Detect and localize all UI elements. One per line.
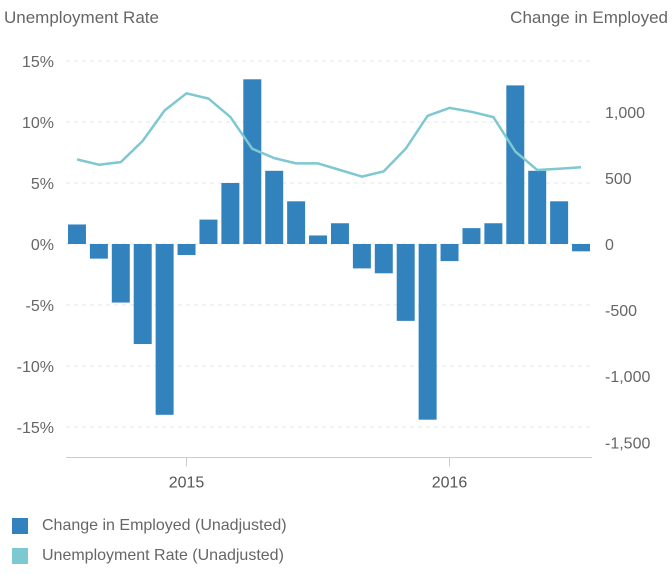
unemployment-line bbox=[76, 92, 582, 178]
bar bbox=[155, 244, 174, 415]
bar bbox=[111, 244, 130, 303]
bar bbox=[199, 219, 218, 244]
legend-swatch-bars bbox=[12, 518, 28, 534]
bar bbox=[374, 244, 393, 274]
left-tick-label: 15% bbox=[22, 54, 54, 71]
bar bbox=[528, 170, 547, 244]
x-tick-label: 2016 bbox=[432, 475, 468, 492]
bar bbox=[67, 224, 86, 244]
bar bbox=[462, 228, 481, 244]
legend-label: Change in Employed (Unadjusted) bbox=[42, 517, 287, 534]
bar bbox=[396, 244, 415, 321]
bar bbox=[89, 244, 108, 259]
left-tick-label: 5% bbox=[31, 176, 54, 193]
x-tick-label: 2015 bbox=[169, 475, 205, 492]
bar bbox=[287, 201, 306, 244]
bar bbox=[265, 170, 284, 244]
left-tick-label: -15% bbox=[17, 420, 54, 437]
bar bbox=[352, 244, 371, 269]
bar bbox=[572, 244, 591, 252]
axes: 15% 10% 5% 0% -5% -10% -15% 1,000 500 0 -500 -1,000… bbox=[17, 54, 651, 492]
bar bbox=[330, 223, 349, 244]
bar bbox=[309, 235, 328, 244]
left-tick-label: -10% bbox=[17, 359, 54, 376]
bar-series bbox=[67, 79, 591, 420]
bar bbox=[506, 85, 525, 245]
legend-swatch-line bbox=[12, 548, 28, 564]
bar bbox=[550, 201, 569, 244]
bar bbox=[484, 223, 503, 244]
bar bbox=[221, 183, 240, 244]
legend-item-unemployment-rate[interactable]: Unemployment Rate (Unadjusted) bbox=[12, 544, 287, 568]
bar bbox=[177, 244, 196, 255]
right-tick-label: 500 bbox=[605, 171, 632, 188]
legend-item-change-employed[interactable]: Change in Employed (Unadjusted) bbox=[12, 514, 287, 538]
bar bbox=[133, 244, 152, 345]
legend-label: Unemployment Rate (Unadjusted) bbox=[42, 547, 284, 564]
right-tick-label: -1,000 bbox=[605, 369, 650, 386]
line-series bbox=[76, 92, 582, 178]
bar bbox=[418, 244, 437, 420]
right-tick-label: -500 bbox=[605, 303, 637, 320]
bar bbox=[243, 79, 262, 244]
legend: Change in Employed (Unadjusted) Unemploy… bbox=[12, 514, 287, 574]
left-tick-label: 10% bbox=[22, 115, 54, 132]
left-tick-label: -5% bbox=[26, 298, 54, 315]
right-tick-label: 0 bbox=[605, 237, 614, 254]
left-axis-title: Unemployment Rate bbox=[4, 8, 159, 27]
right-tick-label: -1,500 bbox=[605, 435, 650, 452]
right-axis-title: Change in Employed bbox=[510, 8, 668, 27]
bar bbox=[440, 244, 459, 262]
right-tick-label: 1,000 bbox=[605, 105, 645, 122]
left-tick-label: 0% bbox=[31, 237, 54, 254]
